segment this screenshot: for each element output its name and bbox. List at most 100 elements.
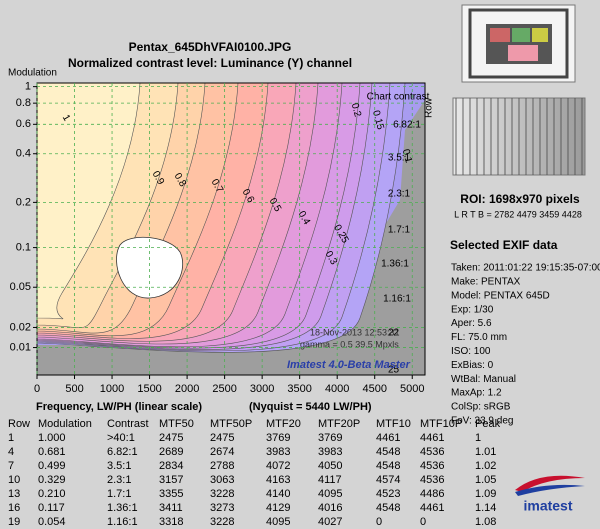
x-tick-label: 0 (34, 383, 40, 395)
watermark: Imatest 4.0-Beta Master (287, 359, 411, 371)
table-cell: 0.210 (38, 488, 66, 500)
x-axis-note: (Nyquist = 5440 LW/PH) (249, 401, 372, 413)
chart-contrast: 2.3:1 (388, 189, 411, 200)
table-cell: 4016 (318, 502, 342, 514)
table-cell: 3411 (159, 502, 183, 514)
table-header: MTF50P (210, 418, 252, 430)
table-cell: 4536 (420, 474, 444, 486)
edge-image (452, 97, 586, 176)
table-header: MTF50 (159, 418, 194, 430)
exif-line: Taken: 2011:01:22 19:15:35-07:00 (451, 263, 600, 274)
x-tick-label: 4500 (362, 383, 386, 395)
table-cell: 4095 (266, 516, 290, 528)
table-header: MTF10P (420, 418, 462, 430)
table-cell: 4140 (266, 488, 290, 500)
row-tick: 22 (388, 328, 400, 339)
table-cell: 10 (8, 474, 20, 486)
table-header: Peak (475, 418, 501, 430)
exif-line: WtBal: Manual (451, 374, 516, 385)
x-tick-label: 1500 (137, 383, 161, 395)
table-cell: 4548 (376, 502, 400, 514)
contour-label: 0.15 (370, 109, 386, 131)
table-cell: >40:1 (107, 432, 135, 444)
table-cell: 3983 (318, 446, 342, 458)
roi-coords: L R T B = 2782 4479 3459 4428 (454, 209, 582, 219)
exif-line: Model: PENTAX 645D (451, 290, 550, 301)
table-cell: 3.5:1 (107, 460, 131, 472)
table-cell: 1.09 (475, 488, 496, 500)
annotation: 18-Nov-2013 12:53:31 (310, 327, 400, 337)
chart-contrast-label: Chart contrast (367, 92, 430, 103)
x-axis-label: Frequency, LW/PH (linear scale) (36, 401, 202, 413)
x-tick-label: 4000 (325, 383, 349, 395)
table-cell: 4523 (376, 488, 400, 500)
x-tick-label: 3000 (250, 383, 274, 395)
chart-contrast: 1.7:1 (388, 225, 411, 236)
contour-label: 0.2 (349, 102, 363, 119)
table-cell: 3318 (159, 516, 183, 528)
table-cell: 2.3:1 (107, 474, 131, 486)
table-cell: 3157 (159, 474, 183, 486)
table-cell: 3228 (210, 488, 234, 500)
contour-label: 0.1 (400, 148, 414, 165)
x-tick-label: 500 (65, 383, 83, 395)
contour-peak (116, 236, 184, 299)
table-cell: 4117 (318, 474, 342, 486)
row-tick: 25 (388, 365, 400, 376)
table-header: Row (8, 418, 30, 430)
table-cell: 1.02 (475, 460, 496, 472)
table-cell: 3063 (210, 474, 234, 486)
y-tick-label: 0.6 (16, 118, 31, 130)
table-cell: 4050 (318, 460, 342, 472)
y-tick-label: 0.2 (16, 196, 31, 208)
chart-thumbnail (461, 4, 576, 83)
x-tick-label: 1000 (100, 383, 124, 395)
chart-contrast: 1.16:1 (383, 294, 411, 305)
exif-line: Aper: 5.6 (451, 318, 492, 329)
table-cell: 4548 (376, 446, 400, 458)
contour-label: 1 (60, 113, 73, 124)
y-tick-label: 0.02 (10, 321, 31, 333)
row-axis-label: Row (424, 97, 435, 118)
table-cell: 4095 (318, 488, 342, 500)
table-cell: 1.7:1 (107, 488, 131, 500)
table-cell: 4461 (376, 432, 400, 444)
table-header: MTF10 (376, 418, 411, 430)
table-cell: 2689 (159, 446, 183, 458)
exif-line: ISO: 100 (451, 346, 491, 357)
exif-line: MaxAp: 1.2 (451, 388, 502, 399)
table-cell: 4536 (420, 446, 444, 458)
x-tick-label: 5000 (400, 383, 424, 395)
table-cell: 0.499 (38, 460, 66, 472)
table-cell: 2834 (159, 460, 183, 472)
table-cell: 4574 (376, 474, 400, 486)
y-axis-label: Modulation (8, 68, 57, 79)
contour-plot (36, 82, 425, 375)
table-cell: 4129 (266, 502, 290, 514)
table-cell: 1 (475, 432, 481, 444)
table-cell: 1 (8, 432, 14, 444)
table-cell: 0.681 (38, 446, 66, 458)
table-cell: 13 (8, 488, 20, 500)
table-cell: 3273 (210, 502, 234, 514)
table-cell: 3355 (159, 488, 183, 500)
table-cell: 3983 (266, 446, 290, 458)
table-cell: 3228 (210, 516, 234, 528)
y-tick-label: 1 (25, 81, 31, 93)
table-cell: 4536 (420, 460, 444, 472)
x-tick-label: 2500 (212, 383, 236, 395)
table-cell: 4163 (266, 474, 290, 486)
table-cell: 3769 (318, 432, 342, 444)
exif-title: Selected EXIF data (450, 238, 558, 252)
table-cell: 2475 (159, 432, 183, 444)
x-tick-label: 2000 (175, 383, 199, 395)
table-cell: 1.16:1 (107, 516, 138, 528)
table-cell: 0 (420, 516, 426, 528)
y-tick-label: 0.4 (16, 148, 31, 160)
table-cell: 2475 (210, 432, 234, 444)
table-cell: 4461 (420, 502, 444, 514)
chart-contrast: 6.82:1 (393, 120, 421, 131)
logo: imatest (515, 475, 585, 514)
